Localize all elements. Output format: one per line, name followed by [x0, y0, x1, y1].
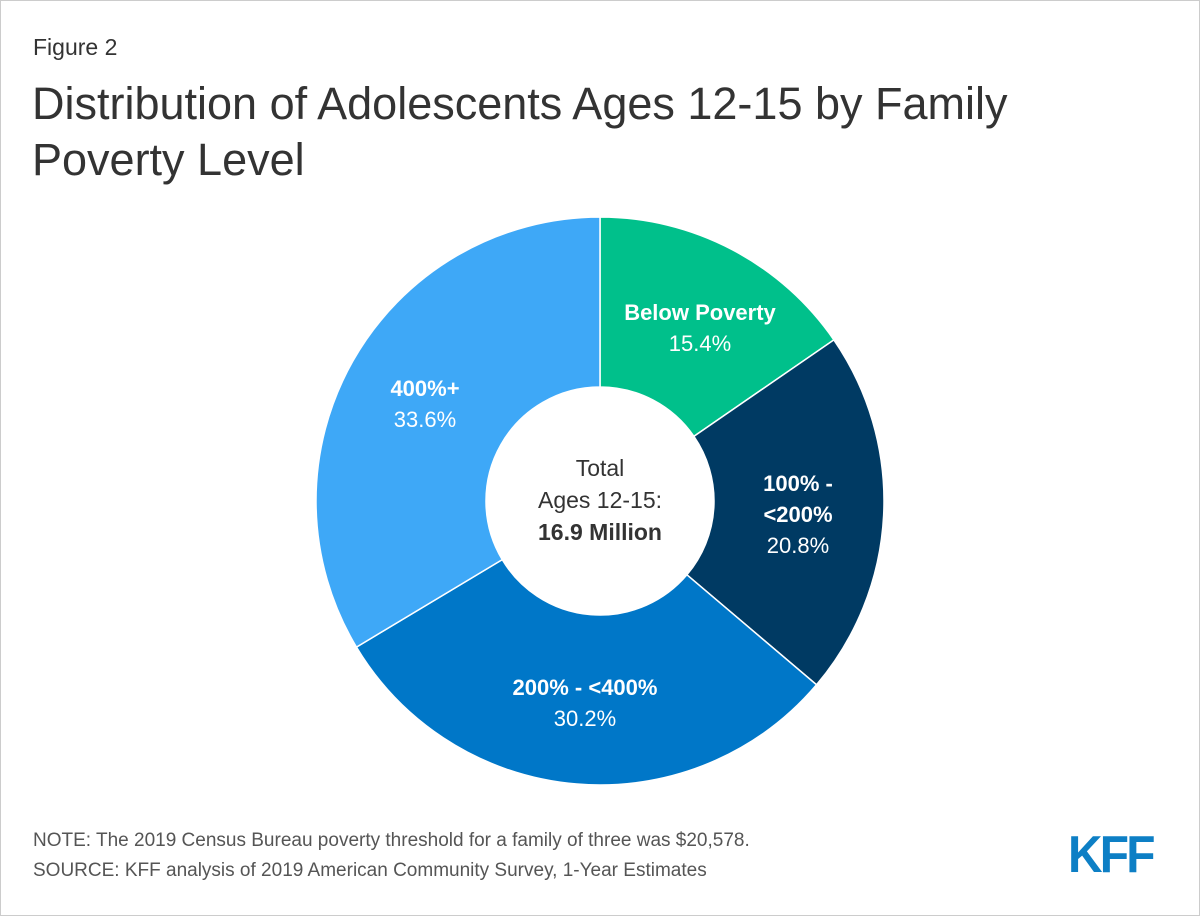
chart-title: Distribution of Adolescents Ages 12-15 b… — [32, 78, 1008, 185]
slice-100-200 — [685, 338, 885, 686]
kff-logo: KFF — [1068, 826, 1155, 884]
note-text: NOTE: The 2019 Census Bureau poverty thr… — [33, 830, 750, 851]
slice-label: 400%+ 33.6% — [390, 376, 459, 432]
figure-label: Figure 2 — [33, 34, 118, 60]
slice-400 — [315, 216, 601, 649]
slice-value: 30.2% — [554, 706, 616, 731]
slice-value: 15.4% — [669, 331, 731, 356]
chart-notes: NOTE: The 2019 Census Bureau poverty thr… — [33, 826, 750, 886]
slice-label: 200% - <400% 30.2% — [513, 675, 658, 731]
slice-label: 100% -<200% 20.8% — [763, 471, 833, 558]
slice-label: Below Poverty 15.4% — [624, 300, 776, 356]
center-label: Total Ages 12-15: 16.9 Million — [538, 455, 662, 545]
source-text: SOURCE: KFF analysis of 2019 American Co… — [33, 860, 707, 881]
slice-200-400 — [355, 558, 818, 786]
slice-value: 20.8% — [767, 533, 829, 558]
slice-value: 33.6% — [394, 407, 456, 432]
slice-below-poverty — [599, 216, 835, 438]
